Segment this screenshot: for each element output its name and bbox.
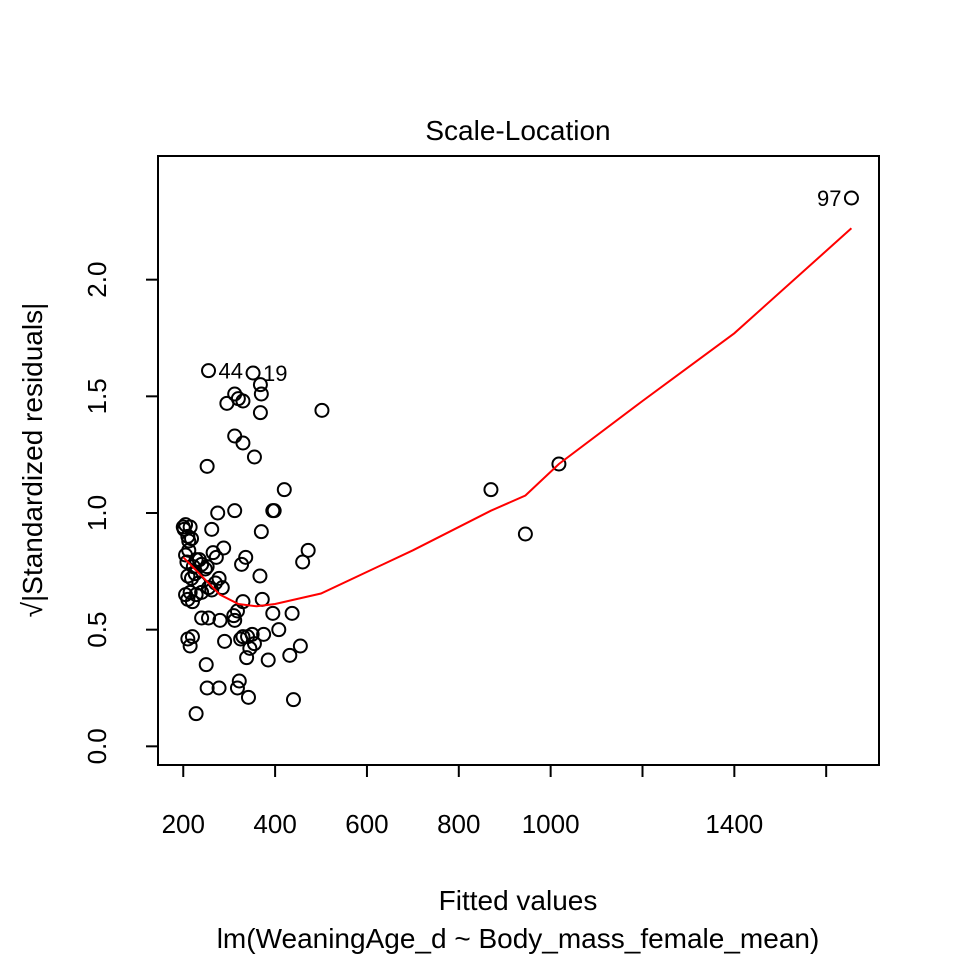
data-point bbox=[314, 402, 330, 418]
data-point bbox=[211, 680, 227, 696]
data-point bbox=[244, 626, 260, 642]
data-point bbox=[184, 594, 200, 610]
data-point bbox=[231, 673, 247, 689]
data-point bbox=[188, 706, 204, 722]
data-point bbox=[517, 526, 533, 542]
x-tick-label: 600 bbox=[345, 809, 388, 839]
data-point bbox=[245, 365, 261, 381]
data-point bbox=[271, 622, 287, 638]
data-point bbox=[282, 647, 298, 663]
data-point bbox=[300, 542, 316, 558]
data-point bbox=[239, 650, 255, 666]
plot-frame bbox=[157, 155, 880, 766]
data-point bbox=[210, 505, 226, 521]
data-point bbox=[201, 363, 217, 379]
data-point bbox=[295, 554, 311, 570]
data-point bbox=[201, 610, 217, 626]
data-point bbox=[483, 482, 499, 498]
smooth-line bbox=[182, 227, 853, 608]
data-point bbox=[276, 482, 292, 498]
data-point bbox=[240, 689, 256, 705]
x-axis: 200 400 600 800 1000 1400 bbox=[162, 765, 828, 839]
point-annotation: 19 bbox=[263, 361, 287, 386]
y-tick-label: 0.5 bbox=[82, 612, 112, 648]
x-axis-subtitle: lm(WeaningAge_d ~ Body_mass_female_mean) bbox=[217, 923, 820, 954]
data-point bbox=[265, 605, 281, 621]
data-point bbox=[212, 612, 228, 628]
data-point bbox=[208, 549, 224, 565]
data-point bbox=[194, 610, 210, 626]
data-point bbox=[184, 629, 200, 645]
y-tick-label: 1.5 bbox=[82, 378, 112, 414]
x-tick-label: 800 bbox=[437, 809, 480, 839]
data-point bbox=[285, 692, 301, 708]
data-point bbox=[260, 652, 276, 668]
point-annotations: 97 44 19 bbox=[219, 186, 842, 386]
data-point bbox=[246, 449, 262, 465]
data-point bbox=[184, 570, 200, 586]
data-point bbox=[253, 386, 269, 402]
data-point bbox=[238, 549, 254, 565]
data-point bbox=[187, 566, 203, 582]
data-point bbox=[254, 591, 270, 607]
point-annotation: 44 bbox=[219, 359, 243, 384]
data-point bbox=[227, 428, 243, 444]
y-axis: 0.0 0.5 1.0 1.5 2.0 bbox=[82, 262, 158, 764]
data-point bbox=[199, 559, 215, 575]
data-point bbox=[256, 626, 272, 642]
y-tick-label: 1.0 bbox=[82, 495, 112, 531]
data-point bbox=[235, 393, 251, 409]
data-point bbox=[181, 533, 197, 549]
x-tick-label: 200 bbox=[162, 809, 205, 839]
data-point bbox=[217, 633, 233, 649]
data-point bbox=[216, 540, 232, 556]
data-point bbox=[182, 638, 198, 654]
data-point bbox=[252, 377, 268, 393]
data-point bbox=[235, 435, 251, 451]
data-point bbox=[266, 503, 282, 519]
data-point bbox=[204, 521, 220, 537]
data-point bbox=[252, 405, 268, 421]
data-point bbox=[182, 519, 198, 535]
data-point bbox=[235, 629, 251, 645]
y-tick-label: 2.0 bbox=[82, 262, 112, 298]
data-point bbox=[252, 568, 268, 584]
data-point bbox=[214, 580, 230, 596]
data-point bbox=[284, 605, 300, 621]
x-axis-label: Fitted values bbox=[439, 885, 598, 916]
data-point bbox=[181, 542, 197, 558]
data-point bbox=[227, 386, 243, 402]
x-tick-label: 1400 bbox=[705, 809, 763, 839]
data-point bbox=[551, 456, 567, 472]
data-point bbox=[843, 190, 859, 206]
chart-title: Scale-Location bbox=[425, 115, 610, 146]
data-point bbox=[292, 638, 308, 654]
data-point bbox=[227, 612, 243, 628]
smooth-line-group bbox=[182, 227, 853, 608]
data-point bbox=[198, 657, 214, 673]
data-point bbox=[246, 636, 262, 652]
point-annotation: 97 bbox=[817, 186, 841, 211]
x-tick-label: 400 bbox=[253, 809, 296, 839]
data-point bbox=[199, 680, 215, 696]
data-point bbox=[204, 582, 220, 598]
y-tick-label: 0.0 bbox=[82, 728, 112, 764]
data-points bbox=[175, 190, 859, 722]
data-point bbox=[227, 503, 243, 519]
y-axis-label: √|Standardized residuals| bbox=[17, 303, 48, 618]
data-point bbox=[229, 680, 245, 696]
data-point bbox=[242, 640, 258, 656]
data-point bbox=[211, 570, 227, 586]
data-point bbox=[235, 594, 251, 610]
data-point bbox=[253, 524, 269, 540]
x-tick-label: 1000 bbox=[522, 809, 580, 839]
data-point bbox=[199, 458, 215, 474]
